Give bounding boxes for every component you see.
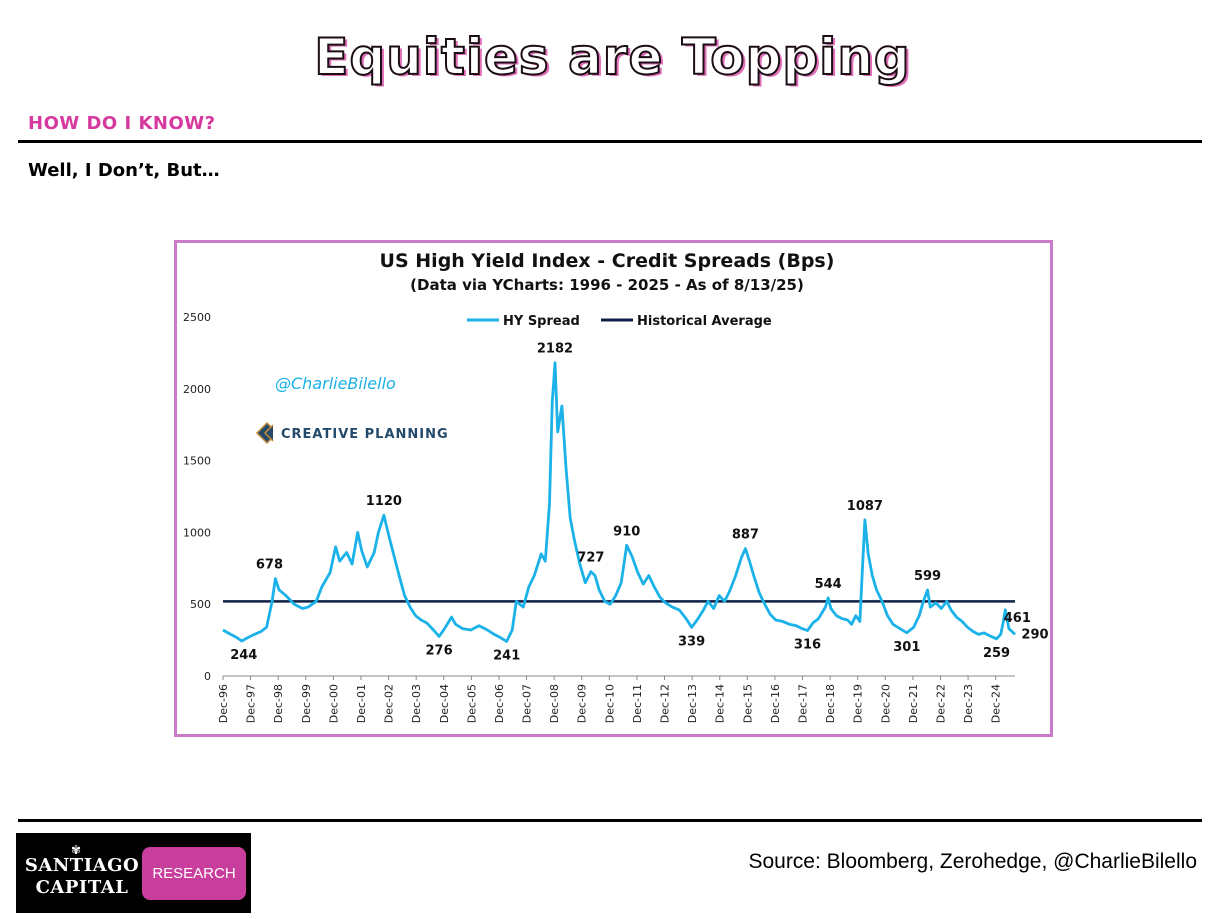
x-tick-label: Dec-96 [217,684,230,723]
data-label: 461 [1004,611,1031,626]
data-label: 276 [426,643,453,658]
logo-name: SANTIAGO CAPITAL [20,855,144,899]
y-tick-label: 0 [204,670,211,683]
x-tick-label: Dec-09 [576,684,589,723]
data-label: 1087 [847,499,883,514]
data-label: 910 [613,524,640,539]
creative-planning-mark-icon [255,421,274,445]
watermark-handle: @CharlieBilello [275,374,396,393]
legend: HY Spread Historical Average [467,314,772,329]
x-tick-label: Dec-01 [355,684,368,723]
data-label: 241 [493,648,520,663]
x-tick-label: Dec-10 [603,684,616,723]
section-label: HOW DO I KNOW? [28,113,216,134]
x-tick-label: Dec-22 [934,684,947,723]
y-tick-label: 500 [190,598,211,611]
x-tick-label: Dec-14 [714,684,727,723]
logo-name-line1: SANTIAGO [24,855,140,876]
page-title: Equities are Topping [313,27,911,87]
x-tick-label: Dec-06 [493,684,506,723]
hy-spread-line [222,361,1016,643]
chart-title: US High Yield Index - Credit Spreads (Bp… [380,250,835,272]
x-tick-label: Dec-02 [383,684,396,723]
x-tick-label: Dec-00 [327,684,340,723]
x-tick-label: Dec-98 [272,684,285,723]
x-tick-label: Dec-97 [245,684,258,723]
x-tick-label: Dec-07 [521,684,534,723]
logo-name-line2: CAPITAL [35,877,129,898]
shell-icon: ✾ [71,843,82,857]
y-tick-label: 2000 [183,383,211,396]
data-label: 316 [794,638,821,653]
data-label: 727 [577,551,604,566]
x-tick-label: Dec-18 [824,684,837,723]
creative-planning-logo: CREATIVE PLANNING [255,421,449,445]
y-axis: 0 500 1000 1500 2000 2500 [183,311,211,683]
santiago-capital-logo: ✾ SANTIAGO CAPITAL RESEARCH [16,833,251,913]
x-tick-label: Dec-17 [797,684,810,723]
x-tick-label: Dec-03 [410,684,423,723]
x-tick-label: Dec-99 [300,684,313,723]
y-tick-label: 1500 [183,455,211,468]
data-label: 259 [983,646,1010,661]
y-tick-label: 2500 [183,311,211,324]
chart-frame: US High Yield Index - Credit Spreads (Bp… [174,240,1053,737]
top-divider [18,140,1202,143]
x-tick-label: Dec-05 [465,684,478,723]
data-label: 339 [678,634,705,649]
plot-area [222,361,1016,643]
x-axis: Dec-96 Dec-97 Dec-98 Dec-99 Dec-00 Dec-01 Dec-… [217,675,1015,723]
y-tick-label: 1000 [183,526,211,539]
legend-label-hy-spread: HY Spread [503,314,580,329]
x-tick-label: Dec-20 [879,684,892,723]
data-label: 2182 [537,342,573,357]
data-label: 544 [815,577,842,592]
x-tick-label: Dec-08 [548,684,561,723]
credit-spread-chart: US High Yield Index - Credit Spreads (Bp… [183,250,1049,723]
data-label: 678 [256,558,283,573]
x-tick-label: Dec-24 [990,684,1003,723]
x-tick-label: Dec-04 [438,684,451,723]
legend-label-historical-average: Historical Average [637,314,772,329]
x-tick-label: Dec-12 [659,684,672,723]
data-label: 301 [893,640,920,655]
logo-badge: RESEARCH [142,847,246,900]
subheading: Well, I Don’t, But… [28,160,220,181]
watermark-brand: CREATIVE PLANNING [281,427,449,442]
source-note: Source: Bloomberg, Zerohedge, @CharlieBi… [748,850,1197,873]
data-label: 887 [732,528,759,543]
data-label: 290 [1021,627,1048,642]
x-tick-label: Dec-11 [631,684,644,723]
bottom-divider [18,819,1202,822]
data-label: 244 [230,648,257,663]
data-label: 1120 [366,494,402,509]
x-tick-label: Dec-16 [769,684,782,723]
chart-subtitle: (Data via YCharts: 1996 - 2025 - As of 8… [410,276,804,294]
x-tick-label: Dec-13 [686,684,699,723]
x-tick-label: Dec-21 [907,684,920,723]
x-tick-label: Dec-15 [741,684,754,723]
x-tick-label: Dec-19 [852,684,865,723]
x-tick-label: Dec-23 [962,684,975,723]
data-label: 599 [914,569,941,584]
data-labels: 244 678 1120 276 241 2182 727 910 339 887 316 544 10… [230,342,1048,664]
